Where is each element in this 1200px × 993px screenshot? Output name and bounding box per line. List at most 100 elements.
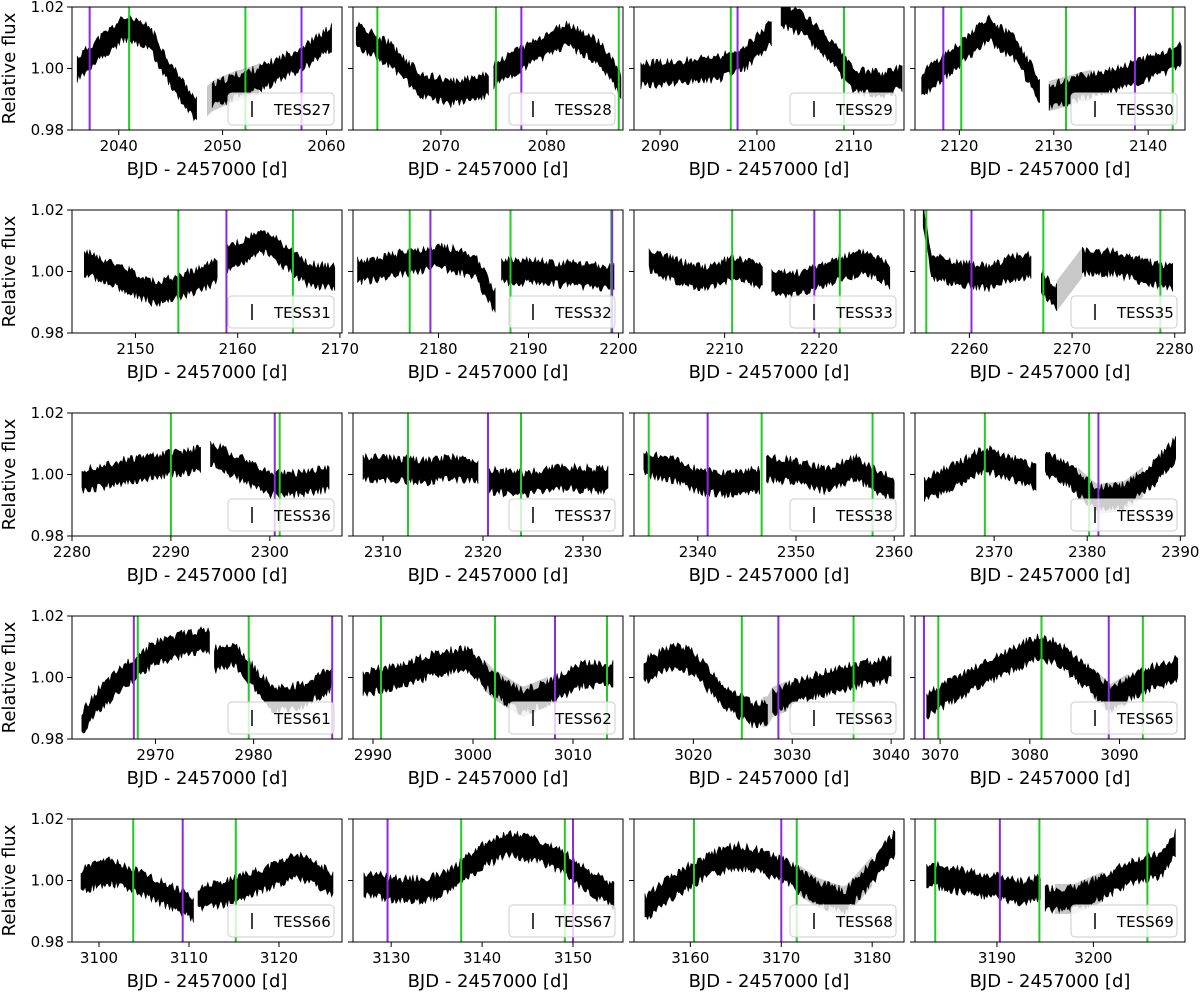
panel-tess69: TESS69 3190 3200 BJD - 2457000 [d] [910, 818, 1186, 992]
panel-tess33: TESS33 2210 2220 BJD - 2457000 [d] [629, 209, 905, 383]
y-tick-label: 1.00 [31, 466, 64, 484]
light-curve-segment [501, 255, 615, 292]
x-tick-label: 3010 [554, 746, 592, 764]
legend: TESS32 [508, 295, 616, 329]
panel-tess31: TESS31 2150 2160 2170 0.98 1.00 1.02 BJD - 2457… [0, 201, 359, 383]
x-tick-label: 2330 [564, 543, 602, 561]
legend-label: TESS33 [835, 304, 893, 322]
x-tick-label: 2280 [1156, 340, 1194, 358]
panel-tess66: TESS66 3100 3110 3120 0.98 1.00 1.02 BJD - 2457… [0, 810, 343, 992]
panel-tess32: TESS32 2180 2190 2200 BJD - 2457000 [d] [348, 209, 638, 383]
x-tick-label: 2180 [419, 340, 457, 358]
legend-box [789, 498, 897, 532]
plot-area [640, 7, 903, 130]
legend-label: TESS32 [554, 304, 612, 322]
x-tick-label: 2080 [528, 137, 566, 155]
legend-box [1070, 701, 1178, 735]
x-tick-label: 2260 [950, 340, 988, 358]
legend-label: TESS31 [273, 304, 331, 322]
legend-label: TESS39 [1116, 507, 1174, 525]
x-axis-title: BJD - 2457000 [d] [689, 971, 850, 992]
panel-tess36: TESS36 2280 2290 2300 0.98 1.00 1.02 BJD - 2457… [0, 404, 343, 586]
x-axis-title: BJD - 2457000 [d] [689, 362, 850, 383]
legend: TESS37 [508, 498, 616, 532]
light-curve-segment [643, 450, 760, 500]
legend-box [508, 498, 616, 532]
legend: TESS68 [789, 904, 897, 938]
x-tick-label: 2350 [777, 543, 815, 561]
y-axis-title: Relative flux [0, 418, 20, 530]
legend-box [508, 92, 616, 126]
legend-box [1070, 498, 1178, 532]
x-tick-label: 3170 [762, 949, 800, 967]
x-tick-label: 2120 [940, 137, 978, 155]
y-tick-label: 0.98 [31, 527, 64, 545]
legend: TESS36 [227, 498, 335, 532]
legend: TESS67 [508, 904, 616, 938]
panel-tess62: TESS62 2990 3000 3010 BJD - 2457000 [d] [348, 615, 624, 789]
legend-box [789, 92, 897, 126]
panel-tess35: TESS35 2260 2270 2280 BJD - 2457000 [d] [910, 209, 1194, 383]
panel-tess28: TESS28 2070 2080 BJD - 2457000 [d] [348, 6, 624, 180]
light-curve-segment [210, 441, 330, 500]
light-curve-segment [81, 626, 210, 734]
y-axis-title: Relative flux [0, 824, 20, 936]
x-tick-label: 2270 [1053, 340, 1091, 358]
light-curve-segment [1082, 246, 1173, 292]
y-tick-label: 0.98 [31, 933, 64, 951]
y-tick-label: 1.00 [31, 872, 64, 890]
x-tick-label: 2290 [152, 543, 190, 561]
legend-label: TESS68 [835, 913, 893, 931]
x-axis-title: BJD - 2457000 [d] [970, 159, 1131, 180]
legend: TESS69 [1070, 904, 1178, 938]
y-tick-label: 1.02 [31, 201, 64, 219]
light-curve-segment [80, 856, 194, 923]
y-tick-label: 1.00 [31, 60, 64, 78]
light-curve-segment [766, 452, 895, 502]
y-axis-title: Relative flux [0, 621, 20, 733]
x-tick-label: 2100 [738, 137, 776, 155]
light-curve-segment [648, 248, 763, 292]
x-tick-label: 2110 [835, 137, 873, 155]
light-curve-segment [81, 444, 201, 494]
panel-tess30: TESS30 2120 2130 2140 BJD - 2457000 [d] [910, 6, 1186, 180]
light-curve-segment [924, 445, 1037, 502]
light-curve-segment [644, 829, 896, 921]
light-curve-segment [926, 861, 1041, 907]
x-tick-label: 2040 [100, 137, 138, 155]
panel-tess63: TESS63 3020 3030 3040 BJD - 2457000 [d] [629, 615, 910, 789]
plot-area [76, 7, 332, 130]
light-curve-segment [771, 248, 891, 299]
x-tick-label: 2050 [203, 137, 241, 155]
legend-label: TESS36 [273, 507, 331, 525]
legend: TESS63 [789, 701, 897, 735]
x-tick-label: 2380 [1068, 543, 1106, 561]
panel-tess37: TESS37 2310 2320 2330 BJD - 2457000 [d] [348, 412, 624, 586]
light-curve-segment [1044, 828, 1176, 914]
x-tick-label: 2390 [1161, 543, 1199, 561]
legend-label: TESS65 [1116, 710, 1174, 728]
light-curve-segment [922, 210, 1032, 293]
legend-label: TESS63 [835, 710, 893, 728]
panel-tess65: TESS65 3070 3080 3090 BJD - 2457000 [d] [910, 615, 1186, 789]
legend: TESS61 [227, 701, 335, 735]
x-tick-label: 3100 [80, 949, 118, 967]
legend-label: TESS37 [554, 507, 612, 525]
y-tick-label: 1.02 [31, 810, 64, 828]
x-tick-label: 2070 [422, 137, 460, 155]
panel-tess38: TESS38 2340 2350 2360 BJD - 2457000 [d] [629, 412, 913, 586]
legend-label: TESS27 [273, 101, 331, 119]
panel-tess27: TESS27 2040 2050 2060 0.98 1.00 1.02 BJD - 2457… [0, 0, 346, 180]
legend: TESS35 [1070, 295, 1178, 329]
light-curve-segment [84, 249, 218, 307]
y-tick-label: 0.98 [31, 121, 64, 139]
legend-label: TESS38 [835, 507, 893, 525]
x-tick-label: 2160 [219, 340, 257, 358]
x-tick-label: 2130 [1035, 137, 1073, 155]
plot-area [643, 413, 895, 536]
legend-label: TESS66 [273, 913, 331, 931]
x-axis-title: BJD - 2457000 [d] [970, 362, 1131, 383]
light-curve-segment [926, 633, 1179, 720]
x-tick-label: 2150 [116, 340, 154, 358]
y-tick-label: 1.00 [31, 669, 64, 687]
